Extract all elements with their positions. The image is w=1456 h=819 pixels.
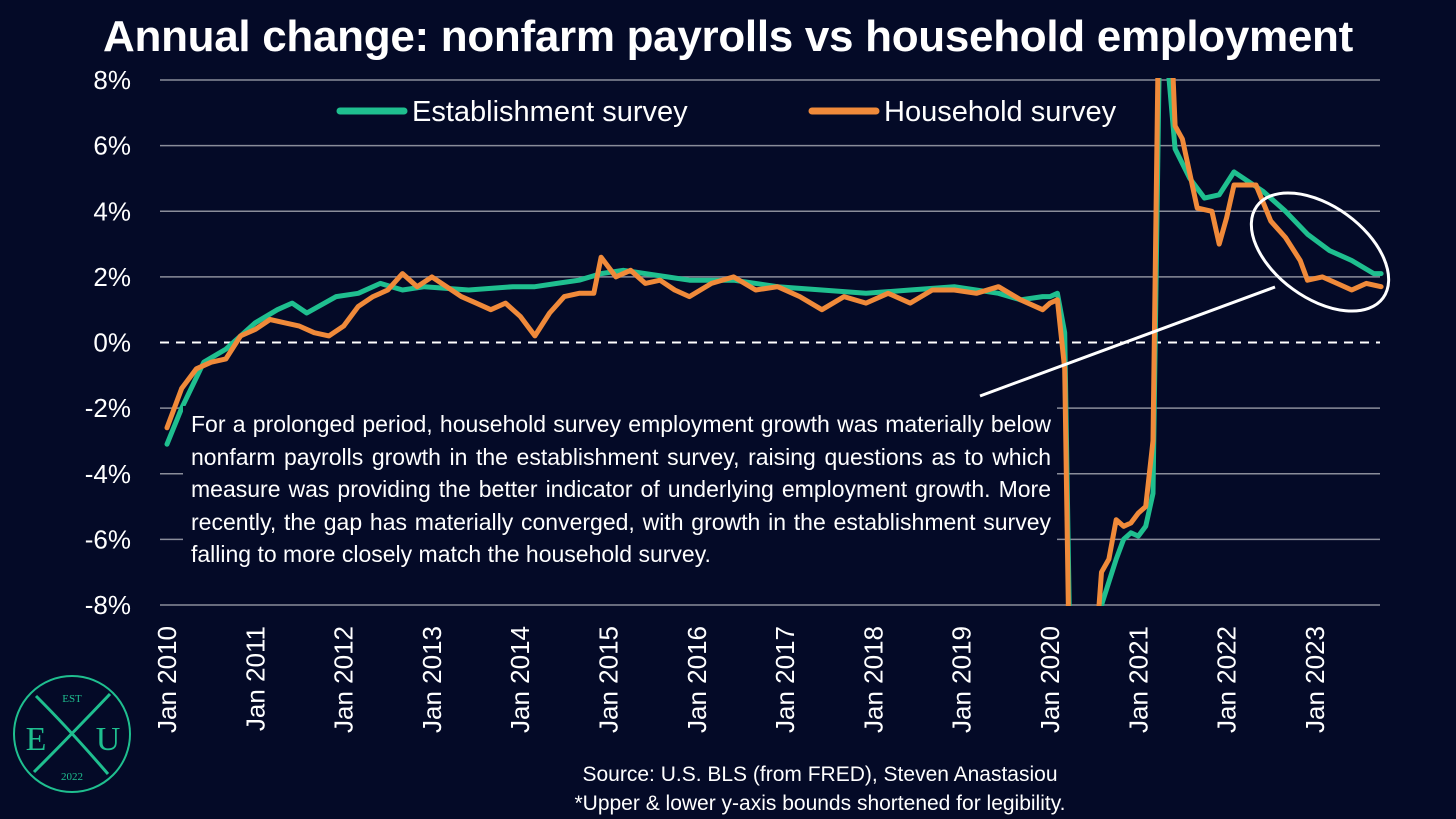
logo-est: EST — [62, 693, 82, 705]
logo-swoosh-2 — [34, 694, 110, 775]
y-tick-label: 4% — [93, 196, 131, 226]
series-lines — [164, 78, 1384, 606]
logo-letter-e: E — [26, 721, 47, 758]
logo-year: 2022 — [61, 771, 83, 783]
y-tick-label: -6% — [85, 524, 131, 554]
highlight-ellipse — [1249, 191, 1391, 313]
logo-circle — [13, 675, 131, 793]
y-tick-label: -8% — [85, 590, 131, 620]
x-tick-label: Jan 2011 — [240, 626, 270, 731]
x-tick-label: Jan 2010 — [152, 626, 182, 733]
legend-label-establishment: Establishment survey — [412, 96, 688, 128]
exu-logo: EST E U 2022 — [13, 675, 131, 793]
y-tick-label: -4% — [85, 459, 131, 489]
establishment-series-line — [164, 78, 1384, 606]
chart-title: Annual change: nonfarm payrolls vs house… — [103, 12, 1353, 61]
x-tick-label: Jan 2019 — [947, 626, 977, 733]
household-series-line — [164, 78, 1384, 606]
y-tick-label: 6% — [93, 131, 131, 161]
x-axis-ticks: Jan 2010 Jan 2011 Jan 2012 Jan 2013 Jan 2014… — [152, 626, 1330, 733]
legend: Establishment survey Household survey — [336, 96, 1117, 128]
source-line: Source: U.S. BLS (from FRED), Steven Ana… — [582, 763, 1058, 786]
y-tick-label: 8% — [93, 65, 131, 95]
y-axis-ticks: 8% 6% 4% 2% 0% -2% -4% -6% -8% — [85, 65, 131, 620]
callout-marks — [979, 191, 1391, 398]
x-tick-label: Jan 2012 — [329, 626, 359, 733]
x-tick-label: Jan 2023 — [1300, 626, 1330, 733]
x-tick-label: Jan 2013 — [417, 626, 447, 733]
logo-letter-u: U — [96, 721, 121, 758]
source-footer: Source: U.S. BLS (from FRED), Steven Ana… — [360, 760, 1280, 818]
y-tick-label: 0% — [93, 328, 131, 358]
x-tick-label: Jan 2015 — [594, 626, 624, 733]
y-tick-label: -2% — [85, 393, 131, 423]
x-tick-label: Jan 2017 — [770, 626, 800, 733]
x-tick-label: Jan 2020 — [1035, 626, 1065, 733]
axis-note: *Upper & lower y-axis bounds shortened f… — [574, 792, 1066, 815]
x-tick-label: Jan 2014 — [505, 626, 535, 733]
x-tick-label: Jan 2022 — [1212, 626, 1242, 733]
x-tick-label: Jan 2016 — [682, 626, 712, 733]
legend-label-household: Household survey — [884, 96, 1117, 128]
annotation-text: For a prolonged period, household survey… — [183, 406, 1057, 575]
x-tick-label: Jan 2018 — [858, 626, 888, 733]
callout-pointer — [979, 285, 1276, 398]
x-tick-label: Jan 2021 — [1123, 626, 1153, 733]
y-tick-label: 2% — [93, 262, 131, 292]
